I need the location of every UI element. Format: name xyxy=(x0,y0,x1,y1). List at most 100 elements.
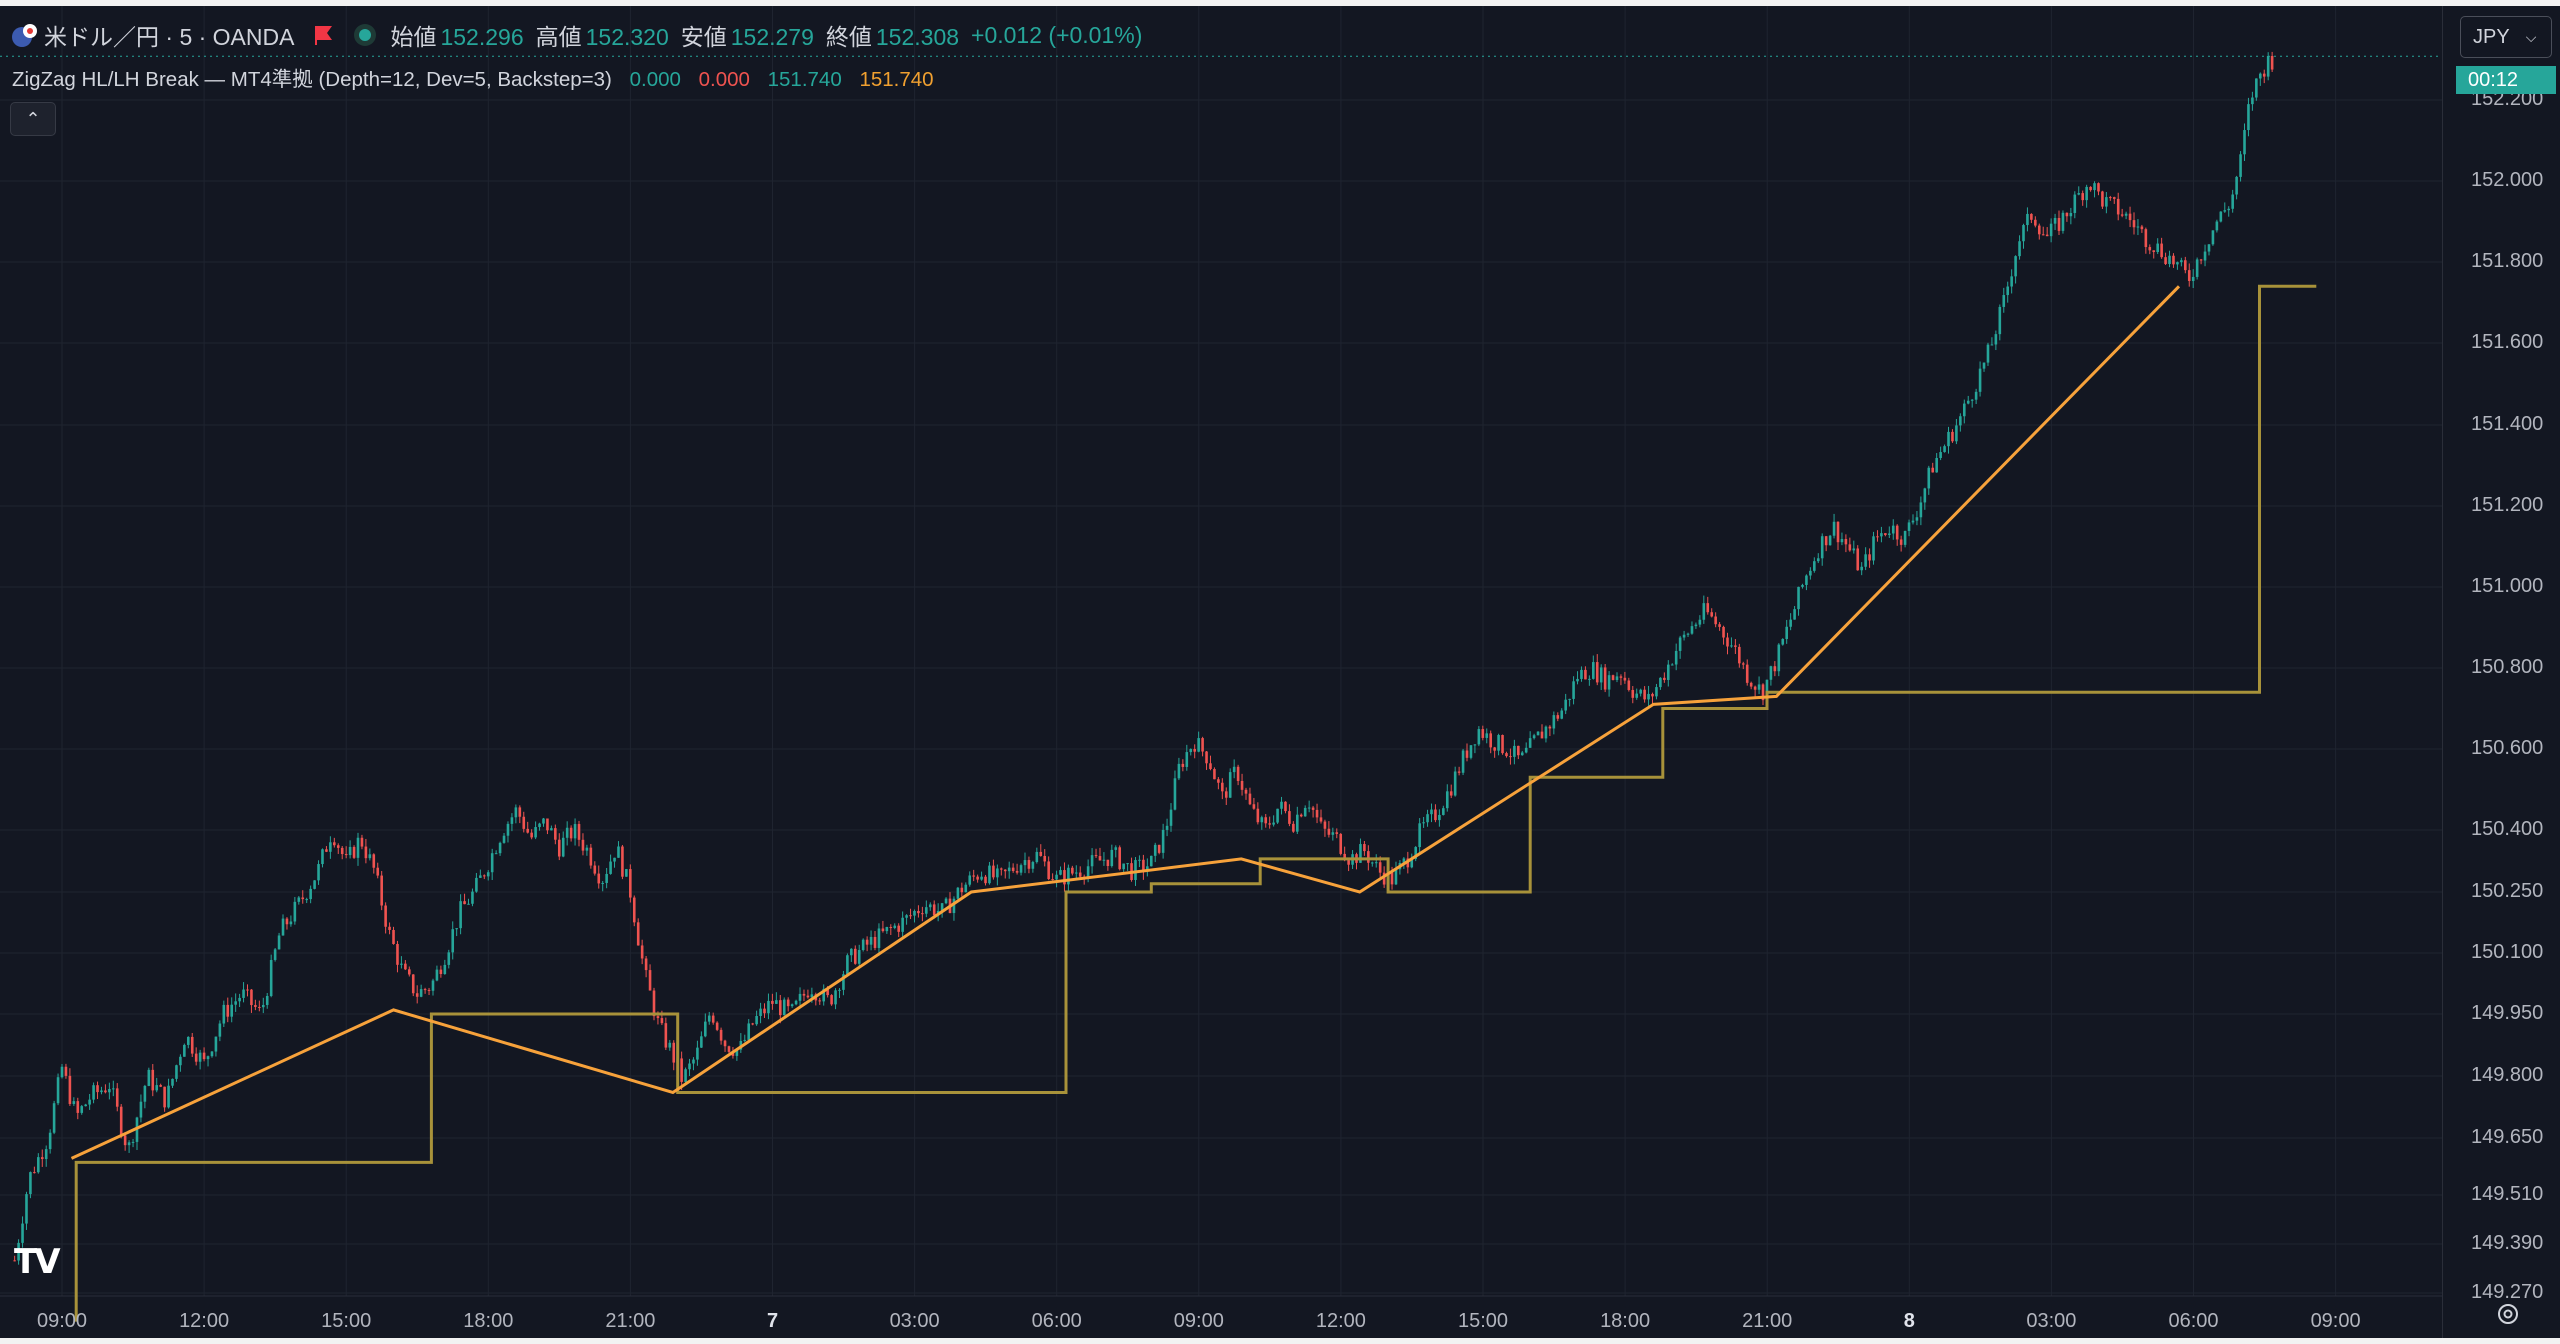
candle-body xyxy=(1224,791,1228,798)
candle-body xyxy=(1682,634,1686,638)
price-axis[interactable]: 152.200 152.000 151.800 151.600 151.400 151.2… xyxy=(2442,6,2560,1338)
time-tick-label: 15:00 xyxy=(321,1310,371,1332)
candle-body xyxy=(1536,731,1540,736)
candle-body xyxy=(1836,521,1840,543)
flag-marker-icon[interactable] xyxy=(312,23,336,47)
candle-body xyxy=(1126,863,1129,865)
candle-body xyxy=(1663,677,1666,680)
candle-body xyxy=(364,846,368,859)
candle-body xyxy=(325,849,328,852)
candle-body xyxy=(723,1040,727,1047)
candle-body xyxy=(2255,78,2258,98)
candle-body xyxy=(1469,745,1473,758)
candle-body xyxy=(29,1172,32,1195)
candle-body xyxy=(2061,212,2065,231)
candle-body xyxy=(1477,729,1481,745)
candle-body xyxy=(1974,391,1978,400)
price-tick-label: 149.390 xyxy=(2471,1232,2544,1254)
time-tick-label: 09:00 xyxy=(2311,1310,2361,1332)
candle-body xyxy=(2010,276,2013,287)
candle-body xyxy=(696,1047,699,1060)
candle-body xyxy=(186,1036,190,1045)
axis-labels: 09:00 12:00 15:00 18:00 21:00 7 03:00 06:00 09:0… xyxy=(37,1310,2361,1332)
candle-body xyxy=(1962,403,1966,417)
candle-body xyxy=(625,869,628,877)
candle-body xyxy=(1927,467,1931,489)
candle-body xyxy=(1714,616,1717,625)
candle-body xyxy=(147,1069,151,1086)
candle-body xyxy=(2081,193,2084,201)
candle-body xyxy=(644,958,648,971)
candle-body xyxy=(1296,814,1299,832)
candle-body xyxy=(1627,680,1631,690)
indicator-value-4: 151.740 xyxy=(859,68,934,91)
zigzag-line xyxy=(70,285,2181,1160)
candle-body xyxy=(1761,684,1765,701)
candle-body xyxy=(569,827,573,839)
currency-button[interactable]: JPY ⌵ xyxy=(2460,16,2552,58)
candle-body xyxy=(1548,726,1552,729)
candle-body xyxy=(131,1141,135,1143)
candle-body xyxy=(1864,554,1867,567)
candle-body xyxy=(329,842,332,852)
candle-body xyxy=(1520,752,1524,756)
candle-body xyxy=(198,1052,202,1062)
candle-body xyxy=(1007,867,1011,872)
candle-body xyxy=(1343,853,1346,861)
price-chart[interactable]: 09:00 12:00 15:00 18:00 21:00 7 03:00 06:00 09:0… xyxy=(0,6,2560,1338)
candle-body xyxy=(372,854,376,868)
candle-body xyxy=(830,995,833,1005)
candle-body xyxy=(238,997,241,1002)
time-tick-label: 15:00 xyxy=(1458,1310,1508,1332)
candle-body xyxy=(1122,863,1125,870)
candle-body xyxy=(404,963,407,970)
candle-body xyxy=(2006,286,2010,296)
collapse-legend-button[interactable]: ⌃ xyxy=(10,102,56,136)
candle-body xyxy=(2184,260,2187,271)
indicator-legend[interactable]: ZigZag HL/LH Break — MT4準拠 (Depth=12, De… xyxy=(12,62,934,92)
tradingview-logo[interactable]: TV xyxy=(14,1242,60,1282)
candle-body xyxy=(1000,868,1003,870)
candle-body xyxy=(427,989,431,991)
candle-body xyxy=(2243,130,2246,155)
candle-body xyxy=(1110,849,1114,867)
candle-body xyxy=(1059,870,1062,875)
candle-body xyxy=(786,999,790,1007)
time-tick-label: 18:00 xyxy=(463,1310,513,1332)
candle-body xyxy=(2231,194,2234,209)
candle-body xyxy=(707,1015,711,1022)
candle-body xyxy=(333,842,336,846)
settings-icon[interactable] xyxy=(2494,1300,2522,1328)
candle-body xyxy=(1157,844,1161,853)
candle-body xyxy=(2199,259,2203,261)
candle-body xyxy=(1063,870,1066,885)
candle-body xyxy=(1588,678,1591,680)
candle-body xyxy=(2219,211,2223,222)
candle-body xyxy=(1181,763,1185,767)
candle-body xyxy=(1453,771,1457,796)
candle-body xyxy=(1951,431,1954,442)
candle-body xyxy=(778,1000,782,1016)
indicator-name[interactable]: ZigZag HL/LH Break — MT4準拠 (Depth=12, De… xyxy=(12,68,612,91)
symbol-name[interactable]: 米ドル／円 · 5 · OANDA xyxy=(44,24,295,50)
candle-body xyxy=(853,948,857,964)
candle-body xyxy=(384,905,387,927)
candle-body xyxy=(431,980,435,991)
candle-body xyxy=(1086,866,1090,878)
candle-body xyxy=(2160,243,2163,258)
candle-body xyxy=(1856,548,1860,571)
candle-body xyxy=(348,846,352,856)
candle-body xyxy=(1445,791,1449,809)
candle-body xyxy=(1749,682,1753,687)
candle-body xyxy=(1607,675,1611,690)
time-tick-label: 12:00 xyxy=(179,1310,229,1332)
candle-body xyxy=(1517,745,1520,756)
candle-body xyxy=(2022,225,2025,242)
candle-body xyxy=(56,1077,60,1104)
candle-body xyxy=(2026,213,2029,226)
candle-body xyxy=(1655,687,1658,697)
candle-body xyxy=(1781,639,1785,645)
candle-body xyxy=(1702,603,1706,620)
candle-body xyxy=(538,823,541,828)
candle-body xyxy=(1193,749,1196,752)
